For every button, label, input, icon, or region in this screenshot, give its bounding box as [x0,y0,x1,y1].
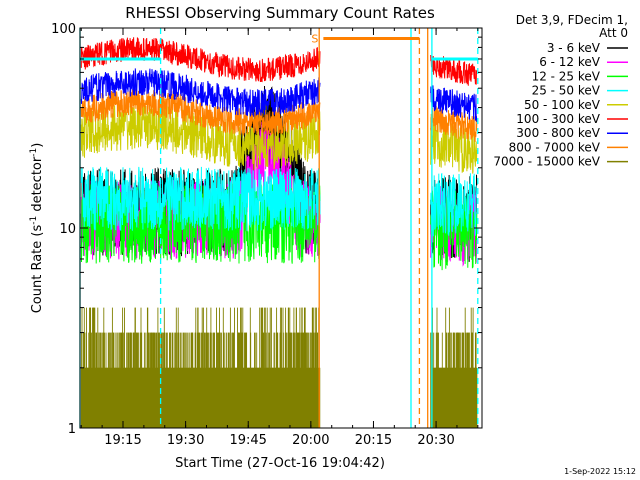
x-tick-label: 20:00 [292,433,329,448]
saa-label: S [311,32,318,45]
y-label-exp-1: -1 [29,216,39,225]
y-label-exp-2: -1 [29,148,39,157]
y-tick-label: 1 [68,422,76,437]
y-axis-label: Count Rate (s-1 detector-1) [29,143,45,314]
series-line [430,85,478,122]
legend-label: 50 - 100 keV [524,98,601,112]
legend-label: 800 - 7000 keV [509,140,601,154]
legend-label: 7000 - 15000 keV [493,155,600,169]
axes: 19:15 19:30 19:45 20:00 20:15 20:30 1 10 100 [51,22,482,448]
series-7000-15000-kev [80,307,478,428]
series-line [80,166,321,231]
x-tick-label: 19:15 [104,433,141,448]
x-tick-label: 20:15 [355,433,392,448]
series-line [430,172,478,237]
y-tick-label: 10 [59,222,76,237]
y-label-part-1: Count Rate (s [30,225,45,314]
footer-timestamp: 1-Sep-2022 15:12 [564,467,636,476]
y-tick-label: 100 [51,22,76,37]
legend-label: 6 - 12 keV [539,55,601,69]
legend-label: 300 - 800 keV [516,126,600,140]
series-line [430,105,478,142]
legend-header-line-1: Det 3,9, FDecim 1, [516,13,628,27]
legend-label: 12 - 25 keV [532,69,601,83]
y-label-part-3: ) [30,143,45,148]
series-line [80,37,321,83]
legend-label: 3 - 6 keV [547,41,601,55]
chart-title: RHESSI Observing Summary Count Rates [125,4,435,22]
x-tick-label: 20:30 [417,433,454,448]
series-line [80,101,321,171]
legend-label: 100 - 300 keV [516,112,600,126]
legend-header-line-2: Att 0 [599,26,628,40]
plot-area: S [79,28,479,428]
x-axis-label: Start Time (27-Oct-16 19:04:42) [175,456,385,471]
y-label-part-2: detector [30,156,45,216]
series-line [80,88,321,136]
legend-label: 25 - 50 keV [532,84,601,98]
series-line [80,68,321,117]
series-line [430,190,478,271]
x-tick-label: 19:45 [229,433,266,448]
x-tick-label: 19:30 [167,433,204,448]
